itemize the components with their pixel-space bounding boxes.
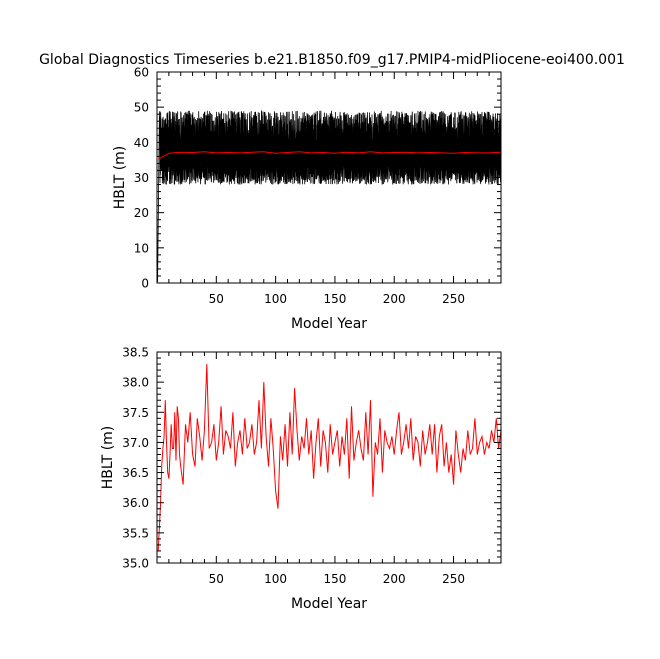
- y-tick-label: 50: [134, 101, 149, 115]
- x-tick-label: 250: [442, 572, 465, 586]
- y-tick-label: 38.5: [122, 346, 149, 360]
- chart-title: Global Diagnostics Timeseries b.e21.B185…: [39, 52, 625, 68]
- plot-frame: [156, 351, 502, 564]
- x-axis-label: Model Year: [291, 596, 367, 612]
- x-tick-label: 250: [442, 292, 465, 306]
- x-tick-label: 150: [323, 292, 346, 306]
- series-line-monthly: [157, 110, 501, 282]
- y-tick-label: 10: [134, 241, 149, 255]
- x-tick-label: 200: [383, 572, 406, 586]
- plot-area: [157, 110, 501, 282]
- y-tick-label: 36.5: [122, 466, 149, 480]
- y-axis-label: HBLT (m): [112, 146, 128, 210]
- y-tick-label: 36.0: [122, 496, 149, 510]
- y-tick-label: 37.5: [122, 406, 149, 420]
- y-tick-label: 35.0: [122, 557, 149, 571]
- y-tick-label: 20: [134, 206, 149, 220]
- series-line-annual: [157, 151, 501, 160]
- y-tick-label: 38.0: [122, 376, 149, 390]
- panel-1: 50 100 150 200 250 0 10 20 30 40 50 60 Model Year HBL…: [112, 66, 502, 332]
- y-tick-label: 60: [134, 66, 149, 80]
- y-tick-label: 37.0: [122, 436, 149, 450]
- panel-2: 50 100 150 200 250 35.0 35.5 36.0 36.5 37.0 37.5 38…: [100, 346, 502, 612]
- x-tick-label: 150: [323, 572, 346, 586]
- x-tick-label: 200: [383, 292, 406, 306]
- series-line-annual: [157, 364, 501, 551]
- y-tick-label: 35.5: [122, 526, 149, 540]
- y-tick-label: 0: [141, 277, 149, 291]
- x-tick-label: 100: [264, 572, 287, 586]
- x-tick-label: 100: [264, 292, 287, 306]
- y-axis-label: HBLT (m): [100, 426, 116, 490]
- x-tick-label: 50: [209, 572, 224, 586]
- y-tick-label: 40: [134, 136, 149, 150]
- x-tick-label: 50: [209, 292, 224, 306]
- plot-area: [157, 364, 501, 551]
- y-tick-label: 30: [134, 171, 149, 185]
- chart-panels: 50 100 150 200 250 0 10 20 30 40 50 60 Model Year HBL…: [100, 66, 502, 612]
- x-axis-label: Model Year: [291, 316, 367, 332]
